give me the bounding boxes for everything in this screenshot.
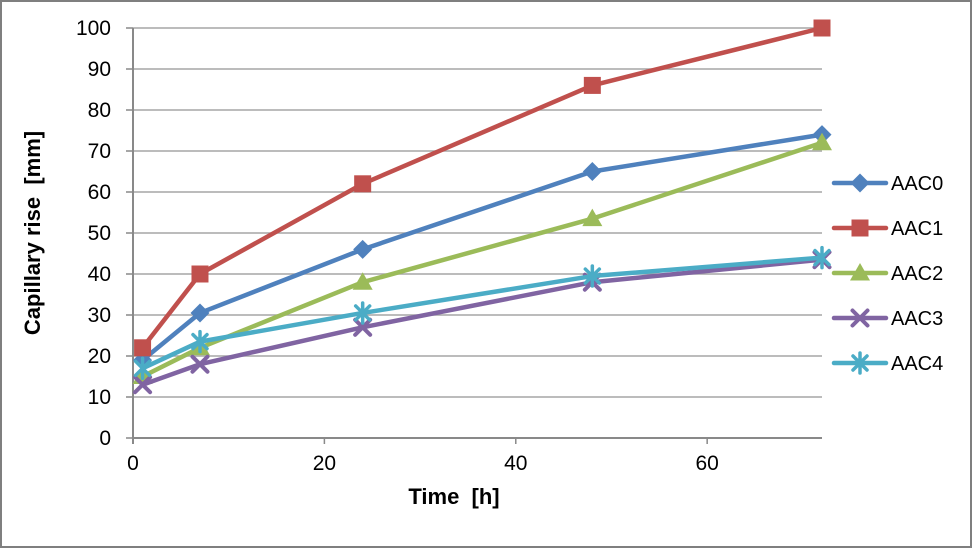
y-tick-label: 40	[88, 263, 111, 286]
marker-AAC4	[583, 264, 602, 288]
marker-AAC1	[134, 339, 152, 357]
legend-label: AAC2	[891, 263, 943, 285]
legend-label: AAC1	[891, 218, 943, 240]
marker-AAC4	[813, 245, 831, 270]
tick-labels: 0 10 20 30 40 50 60 70 80 90 100 0 20 40 60	[76, 17, 719, 475]
series-line-AAC1	[140, 25, 825, 351]
legend-marker-AAC2	[850, 263, 870, 281]
series-AAC3	[133, 250, 832, 395]
legend-item-AAC1: AAC1	[831, 218, 943, 240]
marker-AAC3	[133, 375, 153, 395]
marker-AAC4	[191, 329, 209, 354]
legend-label: AAC4	[891, 353, 943, 375]
x-tick-label: 0	[127, 452, 139, 475]
y-tick-label: 0	[99, 427, 111, 450]
marker-AAC0	[353, 239, 373, 259]
marker-AAC1	[583, 76, 601, 94]
legend-item-AAC3: AAC3	[831, 308, 943, 330]
legend: AAC0 AAC1 AAC2 AAC3 AAC4	[831, 173, 943, 375]
marker-AAC0	[582, 162, 602, 181]
marker-AAC4	[353, 301, 372, 325]
x-tick-label: 20	[313, 452, 336, 475]
x-tick-label: 60	[695, 452, 718, 475]
marker-AAC2	[582, 208, 603, 227]
x-axis-title: Time [h]	[408, 484, 499, 509]
marker-AAC3	[353, 317, 373, 337]
marker-AAC1	[813, 19, 831, 37]
y-tick-label: 60	[88, 181, 111, 204]
y-tick-label: 30	[88, 304, 111, 327]
data-series	[132, 19, 832, 395]
y-tick-label: 80	[88, 99, 111, 122]
series-AAC1	[134, 19, 831, 357]
axes	[126, 27, 708, 444]
legend-label: AAC0	[891, 173, 943, 195]
legend-label: AAC3	[891, 308, 943, 330]
series-AAC4	[133, 245, 831, 381]
y-tick-label: 100	[76, 17, 111, 40]
y-tick-label: 10	[88, 386, 111, 409]
y-tick-label: 90	[88, 58, 111, 81]
marker-AAC3	[190, 354, 210, 374]
marker-AAC4	[133, 356, 152, 381]
y-tick-label: 50	[88, 222, 111, 245]
marker-AAC1	[191, 265, 209, 283]
series-AAC2	[132, 132, 832, 384]
marker-AAC0	[190, 303, 210, 323]
y-tick-label: 20	[88, 345, 111, 368]
gridlines	[133, 27, 822, 439]
marker-AAC2	[352, 272, 373, 290]
legend-item-AAC0: AAC0	[831, 173, 943, 195]
y-axis-title: Capillary rise [mm]	[20, 131, 45, 335]
legend-marker-AAC3	[850, 308, 870, 328]
y-tick-label: 70	[88, 140, 111, 163]
legend-item-AAC4: AAC4	[831, 351, 943, 375]
series-line-AAC2	[140, 140, 825, 379]
legend-marker-AAC1	[851, 219, 869, 237]
legend-marker-AAC0	[850, 173, 870, 193]
x-tick-label: 40	[504, 452, 527, 475]
marker-AAC2	[812, 132, 832, 151]
series-line-AAC3	[140, 257, 825, 387]
legend-marker-AAC4	[851, 351, 869, 375]
marker-AAC1	[354, 175, 372, 193]
legend-item-AAC2: AAC2	[831, 263, 943, 285]
